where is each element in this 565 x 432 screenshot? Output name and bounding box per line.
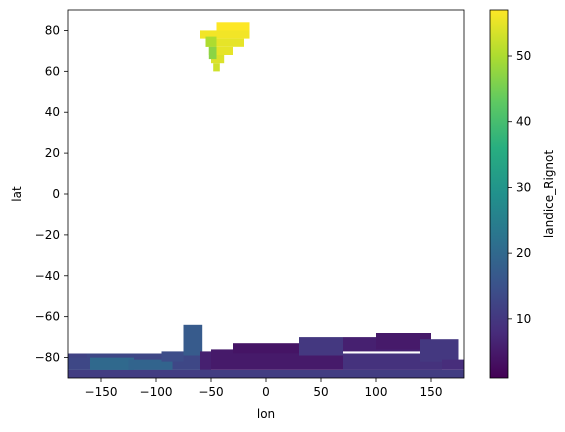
antarctica-cell xyxy=(299,337,343,356)
y-tick-label: 20 xyxy=(45,146,60,160)
y-tick-label: 80 xyxy=(45,23,60,37)
greenland-cell xyxy=(211,55,225,64)
x-tick-label: −100 xyxy=(140,385,173,399)
greenland-cell xyxy=(205,38,244,47)
x-axis-ticks: −150 −100 −50 0 50 100 150 xyxy=(85,378,443,399)
antarctica-cell xyxy=(420,339,459,362)
x-tick-label: 150 xyxy=(420,385,443,399)
colorbar-tick-label: 40 xyxy=(516,115,531,129)
plot-frame xyxy=(67,9,465,379)
y-axis-label: lat xyxy=(10,186,24,202)
greenland-cell xyxy=(205,36,217,47)
greenland-cell xyxy=(216,22,250,31)
x-tick-label: 0 xyxy=(262,385,270,399)
antarctica-cell xyxy=(343,353,442,370)
y-tick-label: −20 xyxy=(35,228,60,242)
y-tick-label: 40 xyxy=(45,105,60,119)
antarctica-cell xyxy=(161,351,184,362)
greenland-cell xyxy=(208,46,233,55)
antarctica-cell xyxy=(68,369,464,378)
antarctica-cell xyxy=(90,357,134,370)
colorbar-label: landice_Rignot xyxy=(542,150,556,238)
x-tick-label: 100 xyxy=(365,385,388,399)
heatmap-cells xyxy=(68,22,464,378)
greenland-cell xyxy=(208,46,217,60)
greenland-cell xyxy=(213,63,220,72)
colorbar-tick-label: 30 xyxy=(516,180,531,194)
y-tick-label: −80 xyxy=(35,351,60,365)
greenland-cell xyxy=(200,30,250,39)
y-tick-label: 60 xyxy=(45,64,60,78)
antarctica-cell xyxy=(233,343,299,354)
x-axis-label: lon xyxy=(257,407,275,421)
x-tick-label: −150 xyxy=(85,385,118,399)
colorbar-tick-label: 20 xyxy=(516,246,531,260)
antarctica-cell xyxy=(200,351,211,370)
y-tick-label: −60 xyxy=(35,310,60,324)
colorbar xyxy=(489,9,509,379)
y-axis-ticks: −80 −60 −40 −20 0 20 40 60 80 xyxy=(35,23,68,365)
antarctica-cell xyxy=(183,324,203,356)
x-tick-label: 50 xyxy=(313,385,328,399)
y-tick-label: −40 xyxy=(35,269,60,283)
antarctica-cell xyxy=(442,359,464,370)
antarctica-cell xyxy=(68,353,87,358)
y-tick-label: 0 xyxy=(52,187,60,201)
colorbar-tick-label: 10 xyxy=(516,312,531,326)
colorbar-ticks: 10 20 30 40 50 xyxy=(508,49,531,326)
antarctica-cell xyxy=(128,359,173,370)
colorbar-tick-label: 50 xyxy=(516,49,531,63)
antarctica-cell xyxy=(376,333,431,350)
x-tick-label: −50 xyxy=(198,385,223,399)
